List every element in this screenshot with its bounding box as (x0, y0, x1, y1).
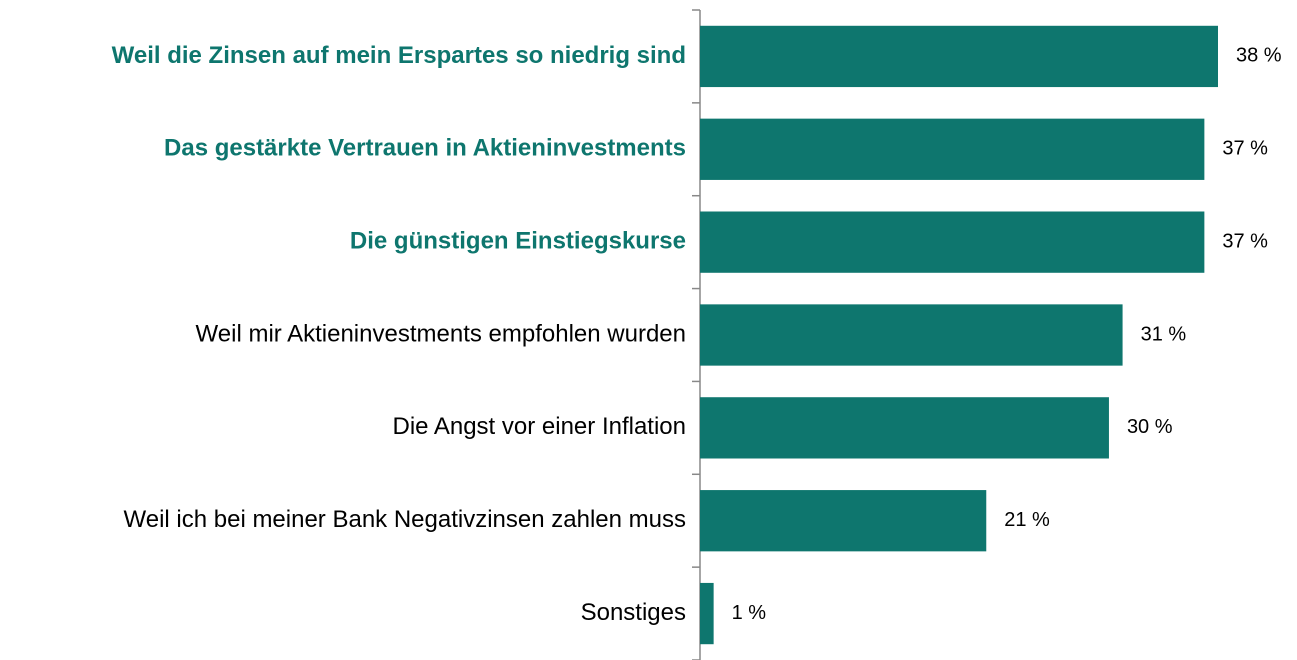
value-label: 30 % (1127, 416, 1173, 438)
value-label: 38 % (1236, 45, 1282, 67)
bar (700, 582, 714, 645)
bar (700, 397, 1109, 459)
category-label: Weil ich bei meiner Bank Negativzinsen z… (124, 506, 687, 533)
value-label: 37 % (1222, 138, 1268, 160)
category-label: Weil mir Aktieninvestments empfohlen wur… (196, 320, 686, 347)
bar (700, 211, 1205, 273)
value-label: 37 % (1222, 230, 1268, 252)
bar (700, 304, 1123, 366)
value-label: 31 % (1141, 323, 1187, 345)
bar (700, 118, 1205, 180)
category-label: Die Angst vor einer Inflation (393, 413, 687, 440)
value-label: 1 % (732, 602, 767, 624)
bar (700, 490, 987, 552)
category-label: Das gestärkte Vertrauen in Aktieninvestm… (164, 135, 686, 162)
category-label: Weil die Zinsen auf mein Erspartes so ni… (112, 42, 686, 69)
category-label: Sonstiges (581, 599, 686, 626)
value-label: 21 % (1004, 509, 1050, 531)
category-label: Die günstigen Einstiegskurse (350, 227, 686, 254)
bar (700, 25, 1218, 88)
